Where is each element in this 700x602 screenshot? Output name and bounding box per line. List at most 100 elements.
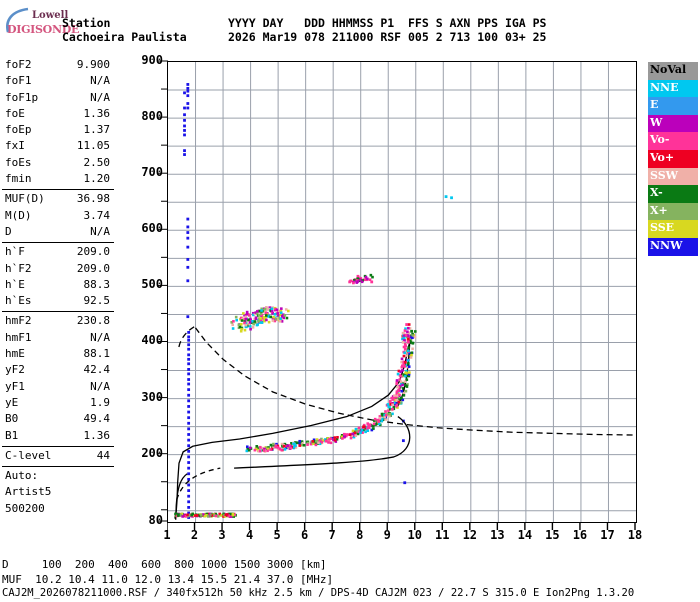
legend-item-vo-[interactable]: Vo+ <box>648 149 698 168</box>
data-point <box>187 461 191 464</box>
y-tick-label: 300 <box>141 389 163 404</box>
data-point <box>186 94 190 98</box>
param-value: N/A <box>90 224 110 238</box>
legend-item-w[interactable]: W <box>648 114 698 133</box>
param-group-virtual-heights: h`F 209.0 h`F2 209.0 h`E 88.3 h`Es 92.5 <box>2 245 114 310</box>
grid-lines <box>168 62 636 522</box>
legend-item-nnw[interactable]: NNW <box>648 237 698 256</box>
x-tick-label: 8 <box>356 528 364 542</box>
data-point <box>276 314 280 317</box>
legend-item-noval[interactable]: NoVal <box>648 62 698 80</box>
logo-brand-top: Lowell <box>32 10 69 21</box>
data-point <box>187 483 191 487</box>
y-tick-label: 400 <box>141 333 163 348</box>
data-point <box>186 217 190 221</box>
data-point <box>187 427 191 431</box>
legend-item-sse[interactable]: SSE <box>648 220 698 238</box>
legend-item-label: NoVal <box>650 63 687 76</box>
data-point <box>397 398 401 402</box>
x-tick-label: 12 <box>462 528 478 542</box>
param-key: foF1p <box>5 90 39 104</box>
legend-item-e[interactable]: E <box>648 97 698 115</box>
param-key: foEs <box>5 155 32 169</box>
param-key: yF2 <box>5 363 25 377</box>
param-row: fmin 1.20 <box>2 172 114 188</box>
param-row: h`Es 92.5 <box>2 294 114 310</box>
data-point <box>450 196 453 200</box>
data-point <box>186 102 190 105</box>
auto-code: 500200 <box>2 502 114 518</box>
station-label: Station <box>62 16 111 30</box>
data-point <box>410 329 414 333</box>
data-point <box>187 330 191 334</box>
param-row: yE 1.9 <box>2 396 114 412</box>
legend-item-x-[interactable]: X- <box>648 185 698 203</box>
x-tick-label: 11 <box>435 528 450 542</box>
param-row: foF2 9.900 <box>2 58 114 74</box>
data-point <box>186 86 190 90</box>
param-value: 88.1 <box>83 347 111 361</box>
param-row: hmE 88.1 <box>2 347 114 363</box>
parameter-panel: foF2 9.900 foF1 N/A foF1p N/A foE 1.36 foEp 1… <box>2 58 114 518</box>
param-key: yF1 <box>5 379 25 393</box>
data-point <box>401 439 405 443</box>
param-value: 92.5 <box>83 294 111 308</box>
param-value: 11.05 <box>76 139 110 153</box>
series-NNW-vertical-noise-1.7MHz <box>183 83 407 519</box>
legend-item-label: X+ <box>650 203 668 217</box>
legend-item-label: E <box>650 98 659 112</box>
param-key: yE <box>5 395 19 409</box>
x-tick-label: 16 <box>572 528 588 542</box>
param-row: foF1 N/A <box>2 74 114 90</box>
data-point <box>187 438 191 442</box>
legend-item-vo-[interactable]: Vo- <box>648 132 698 150</box>
x-tick-label: 14 <box>517 528 533 542</box>
data-point <box>183 91 186 95</box>
data-point <box>187 494 191 498</box>
param-row: h`F2 209.0 <box>2 262 114 278</box>
y-tick-label: 80 <box>148 513 163 527</box>
legend-item-label: NNE <box>650 80 679 94</box>
legend-item-x-[interactable]: X+ <box>648 202 698 221</box>
footer-block: D 100 200 400 600 800 1000 1500 3000 [km… <box>2 558 634 602</box>
param-row: D N/A <box>2 225 114 241</box>
data-point <box>444 195 448 199</box>
x-axis-labels: 1 2 3 4 5 6 7 8 9 10 11 12 13 14 15 16 17 18 <box>140 527 680 545</box>
param-key: D <box>5 224 12 238</box>
data-point <box>187 362 191 366</box>
y-axis-labels: 200 300 400 500 600 700 800 900 80 <box>120 53 166 530</box>
direction-legend: NoVal NNE E W Vo- Vo+ SSW X- X+ SSE NNW <box>648 62 698 256</box>
legend-item-ssw[interactable]: SSW <box>648 167 698 186</box>
param-value: 49.4 <box>83 412 111 426</box>
param-key: foF1 <box>5 74 32 88</box>
data-point <box>187 399 191 403</box>
param-key: fmin <box>5 172 32 186</box>
data-point <box>187 353 191 357</box>
param-value: 9.900 <box>76 58 110 71</box>
param-row: fxI 11.05 <box>2 139 114 155</box>
data-point <box>251 311 255 315</box>
digisonde-logo: Lowell DIGISONDE <box>2 6 80 38</box>
data-point <box>356 274 360 278</box>
divider <box>2 466 114 468</box>
data-point <box>187 449 191 453</box>
ionogram-plot-area[interactable] <box>167 61 637 523</box>
param-value: 3.74 <box>83 208 111 222</box>
param-row: yF1 N/A <box>2 380 114 396</box>
legend-item-label: Vo- <box>650 133 670 147</box>
data-point <box>183 106 186 110</box>
param-value: N/A <box>90 330 110 344</box>
data-point <box>187 372 191 376</box>
data-point <box>187 405 191 408</box>
data-point <box>186 106 190 110</box>
data-point <box>370 280 374 284</box>
param-row: foE 1.36 <box>2 107 114 123</box>
param-key: h`E <box>5 277 25 291</box>
data-point <box>183 129 186 132</box>
footer-distance-row: D 100 200 400 600 800 1000 1500 3000 [km… <box>2 558 327 571</box>
legend-item-nne[interactable]: NNE <box>648 79 698 98</box>
param-value: 1.36 <box>83 428 111 442</box>
legend-item-label: X- <box>650 186 663 200</box>
param-value: 2.50 <box>83 155 111 169</box>
data-point <box>401 387 405 390</box>
